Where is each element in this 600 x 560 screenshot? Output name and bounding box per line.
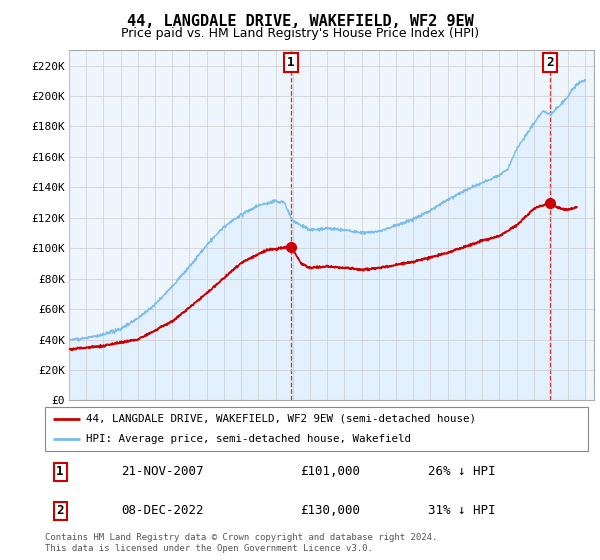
- Text: 44, LANGDALE DRIVE, WAKEFIELD, WF2 9EW: 44, LANGDALE DRIVE, WAKEFIELD, WF2 9EW: [127, 14, 473, 29]
- Text: 2: 2: [546, 56, 554, 69]
- Text: 1: 1: [56, 465, 64, 478]
- Text: Price paid vs. HM Land Registry's House Price Index (HPI): Price paid vs. HM Land Registry's House …: [121, 27, 479, 40]
- Text: 2: 2: [56, 505, 64, 517]
- Text: 31% ↓ HPI: 31% ↓ HPI: [428, 505, 496, 517]
- Text: 21-NOV-2007: 21-NOV-2007: [121, 465, 203, 478]
- FancyBboxPatch shape: [45, 407, 588, 451]
- Text: HPI: Average price, semi-detached house, Wakefield: HPI: Average price, semi-detached house,…: [86, 434, 411, 444]
- Text: Contains HM Land Registry data © Crown copyright and database right 2024.
This d: Contains HM Land Registry data © Crown c…: [45, 533, 437, 553]
- Text: 08-DEC-2022: 08-DEC-2022: [121, 505, 203, 517]
- Text: 1: 1: [287, 56, 295, 69]
- Text: 26% ↓ HPI: 26% ↓ HPI: [428, 465, 496, 478]
- Text: £130,000: £130,000: [300, 505, 360, 517]
- Text: 44, LANGDALE DRIVE, WAKEFIELD, WF2 9EW (semi-detached house): 44, LANGDALE DRIVE, WAKEFIELD, WF2 9EW (…: [86, 414, 476, 424]
- Text: £101,000: £101,000: [300, 465, 360, 478]
